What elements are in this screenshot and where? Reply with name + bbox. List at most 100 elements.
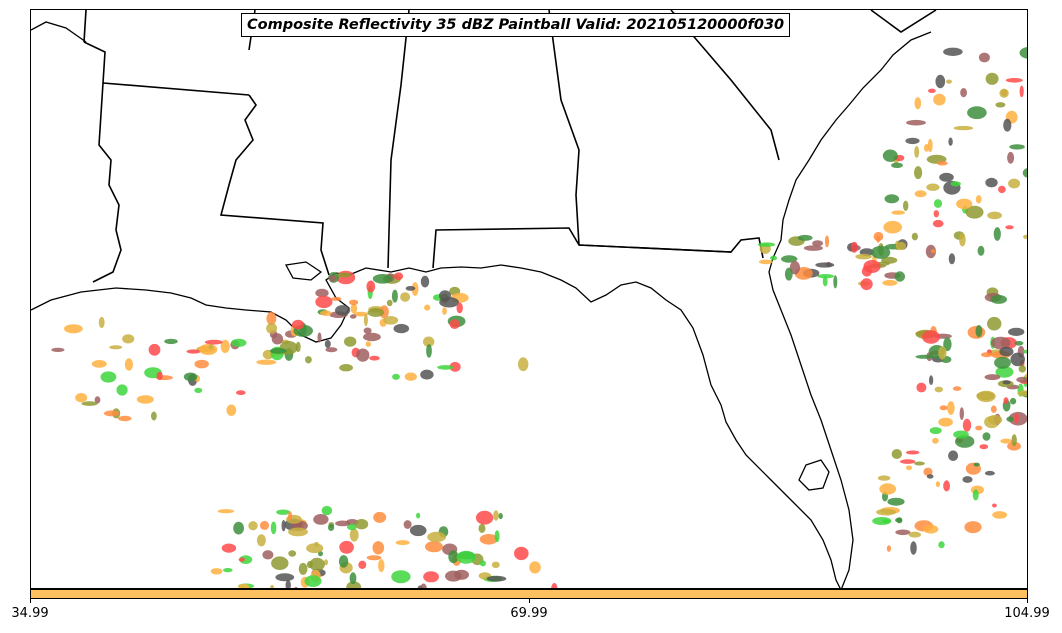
reflectivity-blob — [962, 476, 973, 483]
reflectivity-blob — [306, 543, 324, 554]
reflectivity-blob — [449, 361, 461, 372]
reflectivity-blob — [1018, 365, 1026, 373]
reflectivity-blob — [448, 550, 459, 564]
reflectivity-blob — [999, 88, 1009, 98]
reflectivity-blob — [976, 390, 996, 403]
reflectivity-blob — [990, 336, 1011, 350]
reflectivity-blob — [248, 521, 258, 531]
reflectivity-blob — [233, 521, 245, 535]
reflectivity-blob — [479, 534, 498, 545]
reflectivity-blob — [891, 162, 903, 168]
reflectivity-blob — [124, 358, 133, 371]
reflectivity-blob — [965, 205, 984, 219]
reflectivity-blob — [350, 303, 358, 314]
reflectivity-blob — [1017, 390, 1027, 397]
reflectivity-blob — [442, 307, 447, 315]
reflectivity-blob — [400, 292, 411, 302]
reflectivity-blob — [394, 272, 404, 281]
reflectivity-blob — [256, 534, 266, 547]
reflectivity-blob — [906, 465, 912, 471]
map-title: Composite Reflectivity 35 dBZ Paintball … — [241, 13, 791, 37]
reflectivity-blob — [914, 146, 920, 158]
border-ms-al — [387, 10, 410, 269]
reflectivity-blob — [276, 509, 290, 515]
reflectivity-blob — [363, 313, 368, 327]
reflectivity-blob — [910, 541, 917, 555]
reflectivity-blob — [405, 286, 416, 291]
reflectivity-blob — [355, 519, 369, 530]
reflectivity-blob — [424, 304, 431, 311]
reflectivity-blob — [926, 474, 934, 479]
reflectivity-blob — [51, 347, 65, 352]
reflectivity-blob — [386, 299, 393, 307]
reflectivity-blob — [879, 483, 897, 495]
reflectivity-blob — [947, 401, 955, 415]
reflectivity-blob — [231, 338, 247, 347]
reflectivity-blob — [914, 461, 925, 466]
reflectivity-blob — [204, 339, 223, 345]
reflectivity-blob — [914, 166, 923, 180]
reflectivity-blob — [962, 418, 972, 432]
reflectivity-blob — [1027, 422, 1028, 431]
reflectivity-blob — [183, 372, 198, 382]
reflectivity-blob — [363, 327, 372, 334]
reflectivity-blob — [932, 219, 944, 228]
reflectivity-blob — [238, 557, 245, 562]
reflectivity-blob — [998, 185, 1006, 194]
reflectivity-blob — [972, 489, 979, 501]
reflectivity-blob — [905, 450, 920, 455]
reflectivity-blob — [420, 275, 430, 288]
reflectivity-blob — [952, 386, 962, 391]
reflectivity-blob — [366, 555, 382, 561]
reflectivity-blob — [938, 346, 947, 360]
reflectivity-blob — [886, 545, 892, 552]
reflectivity-blob — [294, 586, 298, 588]
reflectivity-blob — [331, 296, 342, 301]
reflectivity-blob — [320, 310, 332, 317]
reflectivity-blob — [987, 316, 1002, 331]
colorbar — [30, 589, 1028, 599]
reflectivity-blob — [933, 93, 946, 106]
reflectivity-blob — [494, 530, 500, 543]
reflectivity-blob — [1019, 47, 1027, 59]
reflectivity-blob — [992, 503, 997, 508]
reflectivity-blob — [325, 347, 338, 353]
reflectivity-blob — [908, 531, 921, 538]
reflectivity-blob — [392, 373, 400, 380]
reflectivity-blob — [939, 405, 948, 411]
reflectivity-blob — [217, 509, 235, 514]
reflectivity-blob — [262, 550, 274, 560]
reflectivity-blob — [1010, 352, 1025, 367]
reflectivity-blob — [975, 195, 982, 204]
reflectivity-blob — [288, 550, 297, 557]
reflectivity-blob — [770, 255, 777, 261]
reflectivity-blob — [883, 220, 902, 234]
reflectivity-blob — [937, 160, 948, 166]
reflectivity-blob — [757, 242, 776, 247]
reflectivity-blob — [64, 324, 83, 334]
reflectivity-blob — [478, 523, 486, 533]
reflectivity-blob — [933, 199, 943, 208]
reflectivity-blob — [317, 332, 322, 343]
reflectivity-blob — [812, 240, 824, 247]
reflectivity-blob — [373, 511, 387, 523]
reflectivity-blob — [933, 210, 939, 218]
reflectivity-blob — [423, 336, 435, 348]
reflectivity-blob — [479, 560, 486, 567]
reflectivity-blob — [948, 450, 959, 462]
reflectivity-blob — [939, 172, 954, 182]
border-sc-nc — [870, 10, 937, 33]
border-ar-la-north — [102, 82, 250, 96]
reflectivity-blob — [395, 540, 410, 546]
reflectivity-blob — [891, 449, 902, 459]
reflectivity-blob — [928, 88, 936, 94]
reflectivity-blob — [324, 559, 328, 566]
reflectivity-blob — [148, 343, 161, 356]
reflectivity-blob — [784, 267, 793, 281]
reflectivity-blob — [984, 470, 995, 476]
reflectivity-blob — [456, 302, 463, 314]
reflectivity-blob — [498, 513, 503, 520]
reflectivity-blob — [309, 557, 325, 572]
reflectivity-blob — [887, 497, 905, 506]
reflectivity-blob — [975, 325, 983, 338]
